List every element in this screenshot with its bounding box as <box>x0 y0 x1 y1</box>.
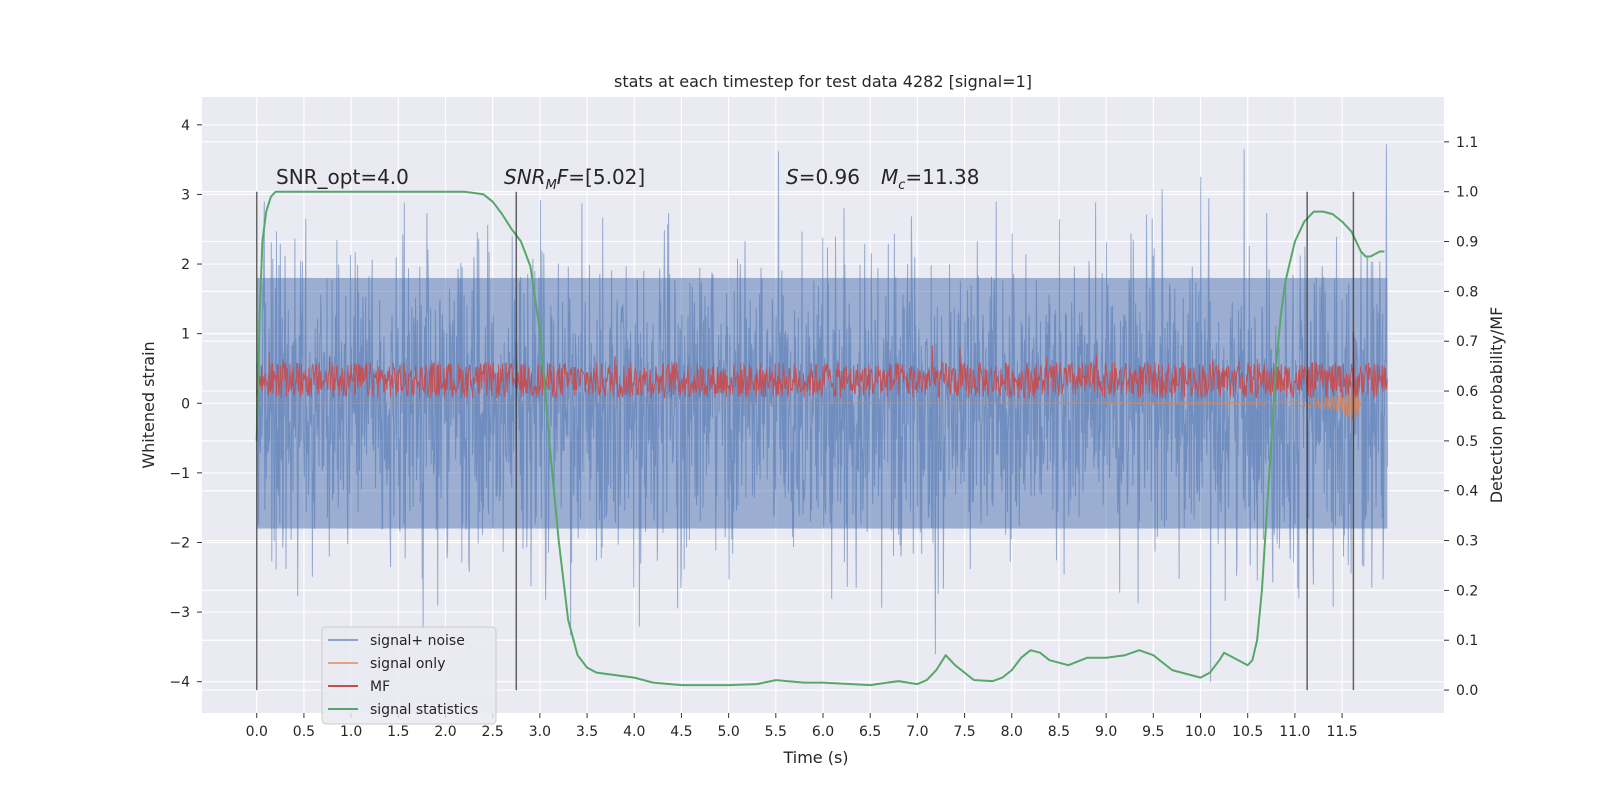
x-tick-label: 8.0 <box>1001 724 1023 740</box>
x-tick-label: 5.5 <box>765 724 787 740</box>
x-tick-label: 0.5 <box>293 724 315 740</box>
x-tick-label: 2.5 <box>482 724 504 740</box>
s-symbol: S <box>786 165 799 189</box>
mc-symbol: M <box>881 165 898 189</box>
snr-mf-symbol: SNR <box>504 165 546 189</box>
x-tick-label: 11.5 <box>1326 724 1357 740</box>
vertical-markers <box>255 191 1355 691</box>
x-tick-label: 1.0 <box>340 724 362 740</box>
x-tick-label: 11.0 <box>1279 724 1310 740</box>
y2-tick-label: 0.0 <box>1456 683 1478 699</box>
x-axis-label: Time (s) <box>782 748 848 767</box>
y-tick-label: −3 <box>169 605 190 621</box>
legend-label-signal-statistics: signal statistics <box>370 702 478 718</box>
series-signal-only <box>256 382 1362 423</box>
legend: signal+ noise signal only MF signal stat… <box>321 626 497 725</box>
x-axis-ticks: 0.0 0.5 1.0 1.5 2.0 2.5 3.0 3.5 4.0 4.5 5.0 5.5 6.0 6… <box>246 713 1358 740</box>
x-tick-label: 10.0 <box>1185 724 1216 740</box>
x-tick-label: 6.0 <box>812 724 834 740</box>
y-tick-label: −4 <box>169 675 190 691</box>
annotation-mc: Mc=11.38 <box>881 165 979 193</box>
x-tick-label: 7.0 <box>906 724 928 740</box>
x-tick-label: 9.5 <box>1142 724 1164 740</box>
y-tick-label: −2 <box>169 535 190 551</box>
x-tick-label: 7.5 <box>953 724 975 740</box>
x-tick-label: 3.5 <box>576 724 598 740</box>
mc-subscript: c <box>898 178 905 193</box>
y2-tick-label: 0.1 <box>1456 633 1478 649</box>
x-tick-label: 6.5 <box>859 724 881 740</box>
series-signal-statistics <box>255 190 1385 687</box>
y-tick-label: 3 <box>181 187 190 203</box>
y-tick-label: 4 <box>181 118 190 134</box>
x-tick-label: 4.5 <box>670 724 692 740</box>
y2-tick-label: 0.9 <box>1456 235 1478 251</box>
legend-label-signal-noise: signal+ noise <box>370 633 465 649</box>
y2-tick-label: 0.5 <box>1456 434 1478 450</box>
annotation-snr-opt: SNR_opt=4.0 <box>276 165 409 189</box>
legend-label-signal-only: signal only <box>370 656 445 672</box>
snr-mf-subscript: M <box>546 178 557 193</box>
y-axis-ticks: 4 3 2 1 0 −1 −2 −3 −4 <box>169 118 202 691</box>
legend-label-mf: MF <box>370 679 390 695</box>
y2-tick-label: 1.1 <box>1456 135 1478 151</box>
y2-tick-label: 0.7 <box>1456 334 1478 350</box>
x-tick-label: 3.0 <box>529 724 551 740</box>
snr-mf-f: F <box>557 165 569 189</box>
y2-tick-label: 0.6 <box>1456 384 1478 400</box>
y2-tick-label: 0.4 <box>1456 484 1478 500</box>
x-tick-label: 0.0 <box>246 724 268 740</box>
chart-title: stats at each timestep for test data 428… <box>614 72 1032 91</box>
y-axis-label: Whitened strain <box>139 341 158 468</box>
y-tick-label: 1 <box>181 327 190 343</box>
y2-tick-label: 0.2 <box>1456 583 1478 599</box>
x-tick-label: 1.5 <box>387 724 409 740</box>
s-value: =0.96 <box>799 165 860 189</box>
x-tick-label: 2.0 <box>434 724 456 740</box>
x-tick-label: 4.0 <box>623 724 645 740</box>
series-mf <box>256 345 1388 400</box>
y2-axis-ticks: 1.1 1.0 0.9 0.8 0.7 0.6 0.5 0.4 0.3 0.2 0.1 0.0 <box>1444 135 1478 699</box>
annotations: SNR_opt=4.0 SNRMF=[5.02] S=0.96 Mc=11.38 <box>276 165 979 193</box>
mc-value: =11.38 <box>905 165 979 189</box>
y2-tick-label: 1.0 <box>1456 185 1478 201</box>
y2-tick-label: 0.3 <box>1456 534 1478 550</box>
annotation-snr-mf: SNRMF=[5.02] <box>504 165 645 193</box>
y-tick-label: 0 <box>181 396 190 412</box>
snr-mf-value: =[5.02] <box>568 165 645 189</box>
legend-box <box>321 626 497 725</box>
x-tick-label: 8.5 <box>1048 724 1070 740</box>
x-tick-label: 10.5 <box>1232 724 1263 740</box>
annotation-s: S=0.96 <box>786 165 860 189</box>
y-tick-label: 2 <box>181 257 190 273</box>
y-tick-label: −1 <box>169 466 190 482</box>
x-tick-label: 5.0 <box>717 724 739 740</box>
series-layer <box>255 144 1388 687</box>
x-tick-label: 9.0 <box>1095 724 1117 740</box>
plot-area <box>202 97 1444 713</box>
y2-tick-label: 0.8 <box>1456 284 1478 300</box>
y2-axis-label: Detection probability/MF <box>1487 307 1506 504</box>
